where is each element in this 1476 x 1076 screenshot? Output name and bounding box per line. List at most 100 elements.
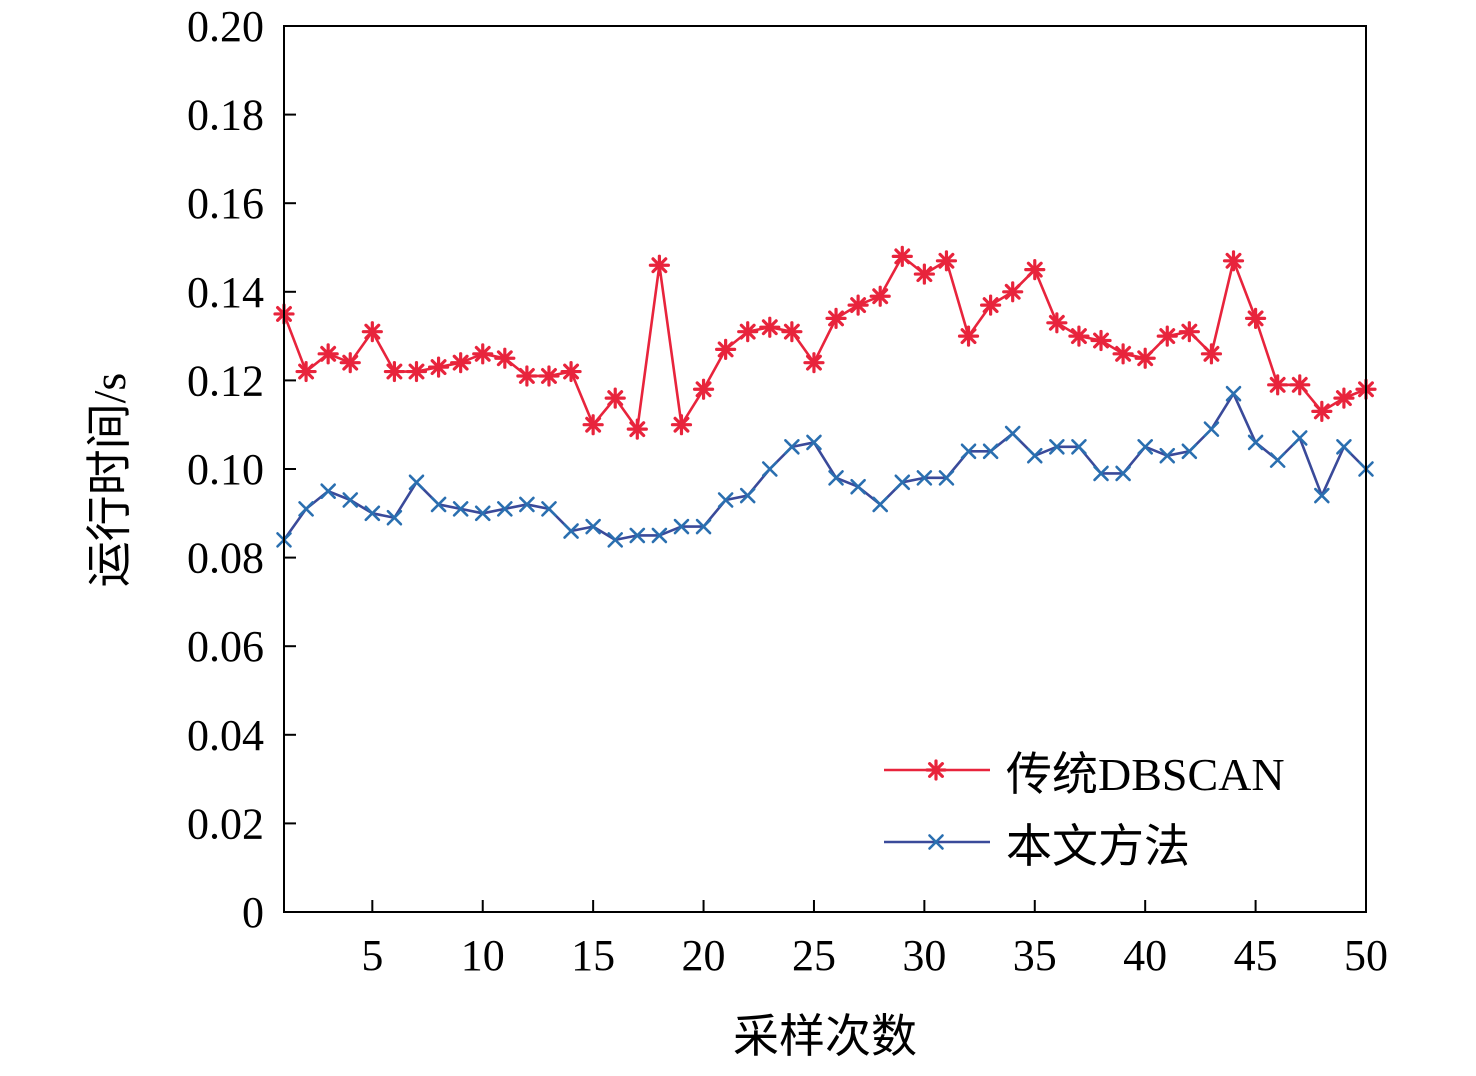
data-point (803, 352, 825, 374)
y-tick-label: 0.06 (187, 622, 264, 671)
data-point (960, 443, 977, 460)
data-point (1090, 329, 1112, 352)
data-point (894, 474, 911, 491)
x-tick-label: 40 (1123, 931, 1167, 980)
data-point (850, 478, 866, 495)
series-2 (276, 385, 1374, 548)
data-point (938, 470, 955, 486)
y-tick-label: 0.02 (187, 799, 264, 848)
y-tick-label: 0.20 (187, 2, 264, 51)
data-point (295, 360, 317, 383)
data-point (1311, 400, 1333, 423)
legend-label: 传统DBSCAN (1006, 749, 1285, 800)
data-point (1026, 447, 1043, 464)
data-point (1178, 321, 1200, 343)
x-tick-label: 45 (1234, 931, 1278, 980)
y-axis-title: 运行时间/s (84, 373, 135, 588)
plot-frame (283, 25, 1367, 913)
y-tick-label: 0 (242, 888, 264, 937)
data-point (695, 518, 712, 535)
data-point (408, 474, 425, 491)
data-point (1336, 439, 1352, 455)
data-point (847, 294, 869, 316)
data-point (1024, 259, 1046, 281)
data-point (1004, 425, 1021, 442)
data-point (317, 343, 339, 365)
x-tick-label: 30 (902, 931, 946, 980)
x-tick-label: 50 (1344, 931, 1388, 980)
data-point (1244, 307, 1267, 329)
data-point (386, 509, 403, 526)
axes-layer: 0 0.02 0.04 0.06 0.08 0.10 0.12 0.14 0.16 0.18 0.2… (187, 2, 1388, 980)
data-point (582, 414, 604, 436)
data-point (585, 518, 601, 535)
x-tick-label: 20 (682, 931, 726, 980)
data-point (1289, 374, 1311, 396)
x-tick-label: 25 (792, 931, 836, 980)
data-point (560, 360, 582, 383)
data-point (1137, 439, 1153, 455)
data-point (516, 365, 538, 387)
data-point (1314, 487, 1330, 504)
legend-marker (925, 759, 947, 781)
data-point (913, 263, 935, 285)
data-point (1203, 421, 1220, 437)
data-point (474, 505, 491, 522)
data-point (1181, 443, 1198, 460)
data-point (629, 527, 646, 544)
data-point (364, 505, 381, 522)
data-point (604, 387, 626, 409)
data-point (430, 496, 447, 513)
data-point (1071, 439, 1087, 455)
series-2-line (282, 392, 1367, 542)
x-tick-label: 15 (571, 931, 615, 980)
data-point (541, 501, 557, 517)
y-tick-label: 0.14 (187, 268, 264, 317)
data-point (1333, 387, 1355, 409)
data-point (519, 496, 535, 513)
data-point (427, 356, 450, 378)
data-point (648, 254, 670, 276)
data-point (1159, 447, 1176, 464)
series-1 (273, 245, 1377, 440)
data-point (361, 321, 383, 343)
x-tick-label: 10 (461, 931, 505, 980)
data-point (957, 325, 980, 347)
data-point (982, 443, 999, 460)
y-tick-label: 0.16 (187, 179, 264, 228)
data-point (1046, 312, 1068, 334)
data-point (494, 347, 516, 369)
y-tick-label: 0.12 (187, 356, 264, 405)
data-point (1291, 430, 1308, 446)
data-point (538, 365, 560, 387)
data-point (607, 532, 624, 548)
data-point (1093, 465, 1109, 482)
data-point (405, 360, 428, 383)
data-point (1222, 250, 1245, 272)
data-point (891, 245, 913, 267)
legend-label: 本文方法 (1006, 821, 1190, 872)
data-point (339, 352, 361, 374)
data-point (739, 487, 756, 504)
x-tick-label: 5 (361, 931, 383, 980)
data-point (1134, 347, 1156, 369)
data-point (872, 496, 889, 513)
data-point (563, 523, 579, 539)
data-point (673, 518, 690, 535)
y-tick-label: 0.10 (187, 445, 264, 494)
data-point (781, 321, 803, 343)
y-tick-label: 0.18 (187, 91, 264, 140)
data-point (825, 307, 847, 329)
data-point (626, 418, 648, 440)
data-point (450, 352, 472, 374)
data-point (1269, 452, 1286, 468)
y-tick-label: 0.08 (187, 534, 264, 583)
series-layer (273, 245, 1377, 548)
data-point (980, 294, 1002, 316)
data-point (342, 492, 359, 508)
data-point (651, 527, 668, 544)
data-point (916, 470, 933, 486)
data-point (1115, 465, 1131, 482)
